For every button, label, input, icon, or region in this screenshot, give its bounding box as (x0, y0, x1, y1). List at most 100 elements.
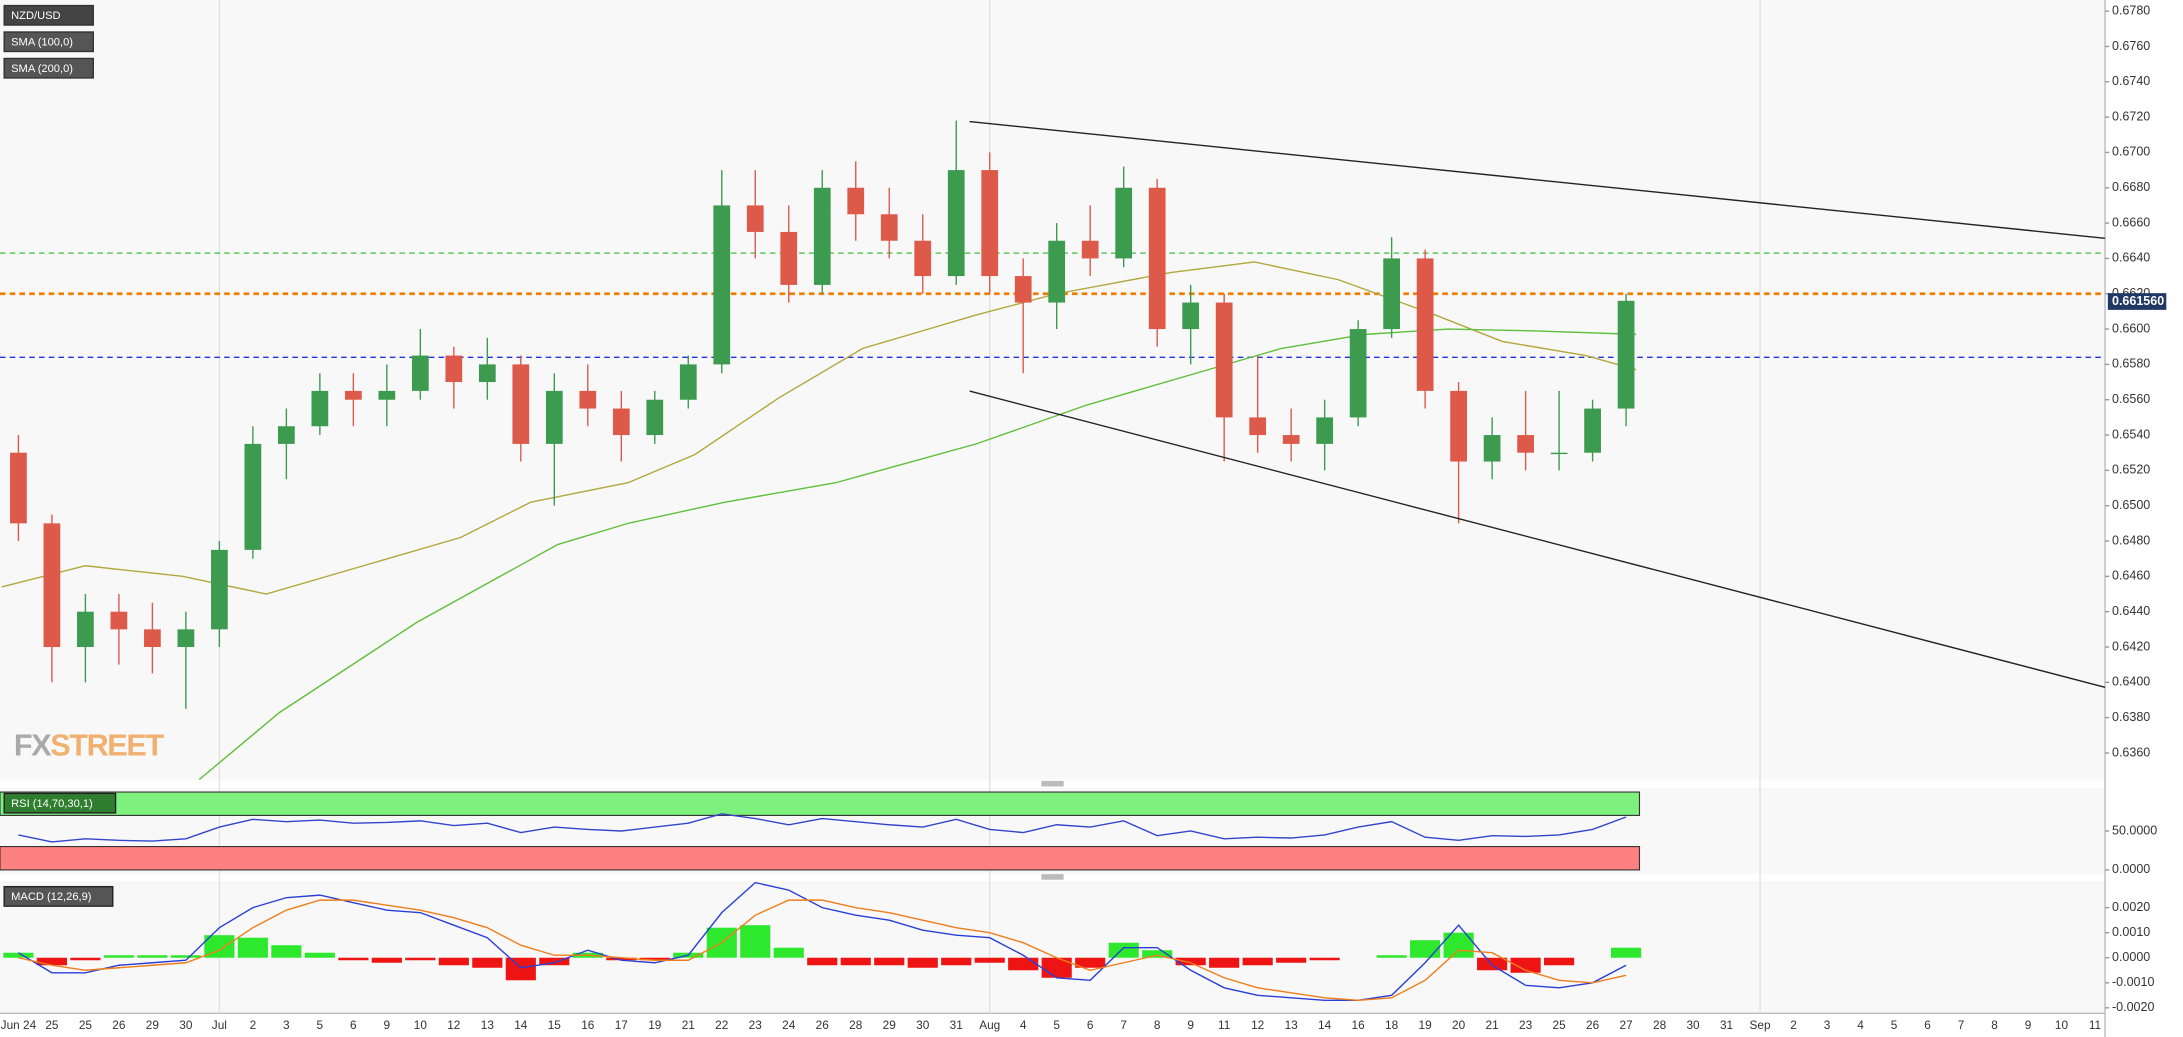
x-tick-label: 2 (250, 1018, 257, 1032)
macd-histogram-bar (1242, 957, 1273, 966)
macd-histogram-bar (974, 957, 1005, 963)
y-tick-label: 0.6680 (2112, 180, 2150, 194)
x-tick-label: 28 (1653, 1018, 1667, 1032)
macd-histogram-bar (874, 957, 905, 966)
y-tick-label: 0.6700 (2112, 145, 2150, 159)
candle-body (1316, 417, 1334, 444)
x-tick-label: 31 (1720, 1018, 1733, 1032)
candle-body (947, 170, 965, 277)
candle-body (1148, 187, 1166, 330)
x-tick-label: 24 (782, 1018, 796, 1032)
legend-label: NZD/USD (11, 10, 60, 22)
macd-histogram-bar (103, 955, 134, 958)
y-tick-label: 0.6400 (2112, 675, 2150, 689)
macd-histogram-bar (304, 952, 335, 958)
candle-body (77, 611, 94, 648)
x-tick-label: 19 (1419, 1018, 1433, 1032)
watermark-part: FX (14, 729, 52, 763)
y-tick-label: 0.6560 (2112, 392, 2150, 406)
candle-body (1115, 187, 1133, 259)
macd-histogram-bar (1041, 957, 1072, 978)
x-tick-label: 25 (1553, 1018, 1567, 1032)
indicator-label-box (3, 792, 117, 814)
y-tick-label: -0.0020 (2112, 1000, 2154, 1014)
x-tick-label: 9 (2025, 1018, 2032, 1032)
last-price-box (2107, 293, 2167, 310)
macd-histogram-bar (1075, 957, 1106, 968)
candle-body (679, 364, 697, 400)
x-tick-label: 28 (849, 1018, 863, 1032)
macd-histogram-bar (907, 957, 938, 968)
x-tick-label: 8 (1154, 1018, 1161, 1032)
candle-body (344, 390, 362, 400)
candle-body (478, 364, 496, 383)
candle-body (43, 523, 61, 648)
legend-label: SMA (100,0) (11, 36, 73, 48)
y-tick-label: 0.6580 (2112, 357, 2150, 371)
x-tick-label: 21 (682, 1018, 695, 1032)
x-tick-label: 5 (317, 1018, 324, 1032)
y-tick-label: 0.0000 (2112, 862, 2150, 876)
trendline (969, 390, 2106, 688)
macd-histogram-bar (271, 945, 302, 958)
rsi-band (0, 846, 1641, 871)
candle-body (144, 629, 161, 648)
candle-body (746, 205, 764, 232)
y-tick-label: 0.0010 (2112, 925, 2150, 939)
macd-histogram-bar (505, 957, 536, 981)
macd-histogram-bar (606, 957, 637, 961)
x-tick-label: 8 (1991, 1018, 1998, 1032)
indicator-label-box (3, 885, 114, 907)
panel-splitter[interactable] (1041, 874, 1064, 880)
x-tick-label: 26 (816, 1018, 830, 1032)
y-tick-label: 0.6640 (2112, 251, 2150, 265)
x-tick-label: 3 (283, 1018, 290, 1032)
candle-body (1617, 300, 1635, 409)
y-tick-label: 0.6540 (2112, 427, 2150, 441)
y-tick-label: 0.6780 (2112, 3, 2150, 17)
macd-histogram-bar (539, 957, 570, 966)
x-tick-label: 6 (1087, 1018, 1094, 1032)
x-tick-label: 11 (2089, 1018, 2101, 1032)
candle-body (780, 231, 798, 285)
macd-histogram-bar (840, 957, 871, 966)
watermark: FXSTREET (14, 729, 164, 763)
y-tick-label: 0.6460 (2112, 569, 2150, 583)
signal-line (18, 899, 1627, 1002)
x-tick-label: 20 (1452, 1018, 1466, 1032)
panel-splitter[interactable] (1041, 780, 1064, 787)
macd-histogram-bar (773, 947, 804, 958)
candle-body (445, 355, 463, 383)
y-tick-label: 0.6480 (2112, 533, 2150, 547)
y-tick-label: 0.6520 (2112, 463, 2150, 477)
x-tick-label: 6 (1924, 1018, 1931, 1032)
candle-body (646, 399, 664, 436)
candle-body (1517, 435, 1534, 453)
last-price-label: 0.661560 (2112, 294, 2164, 308)
candle-body (244, 443, 262, 550)
legend-box (3, 57, 94, 79)
macd-histogram-bar (1175, 957, 1206, 966)
x-tick-label: 9 (1187, 1018, 1194, 1032)
y-tick-label: 0.6600 (2112, 321, 2150, 335)
candle-body (1182, 302, 1200, 330)
y-tick-label: 0.6420 (2112, 639, 2150, 653)
candle-body (1383, 258, 1401, 330)
x-tick-label: 13 (481, 1018, 495, 1032)
candle-body (378, 390, 396, 400)
x-tick-label: 25 (45, 1018, 59, 1032)
x-tick-label: 17 (615, 1018, 628, 1032)
macd-histogram-bar (204, 935, 235, 958)
x-tick-label: 11 (1218, 1018, 1230, 1032)
candle-body (311, 390, 329, 427)
candle-body (211, 549, 228, 630)
legend-box (3, 4, 94, 26)
x-tick-label: 16 (1352, 1018, 1366, 1032)
y-tick-label: 0.6360 (2112, 745, 2150, 759)
macd-histogram-bar (137, 955, 168, 958)
candle-body (880, 214, 898, 241)
macd-histogram-bar (1108, 942, 1139, 958)
macd-histogram-bar (1611, 947, 1642, 958)
